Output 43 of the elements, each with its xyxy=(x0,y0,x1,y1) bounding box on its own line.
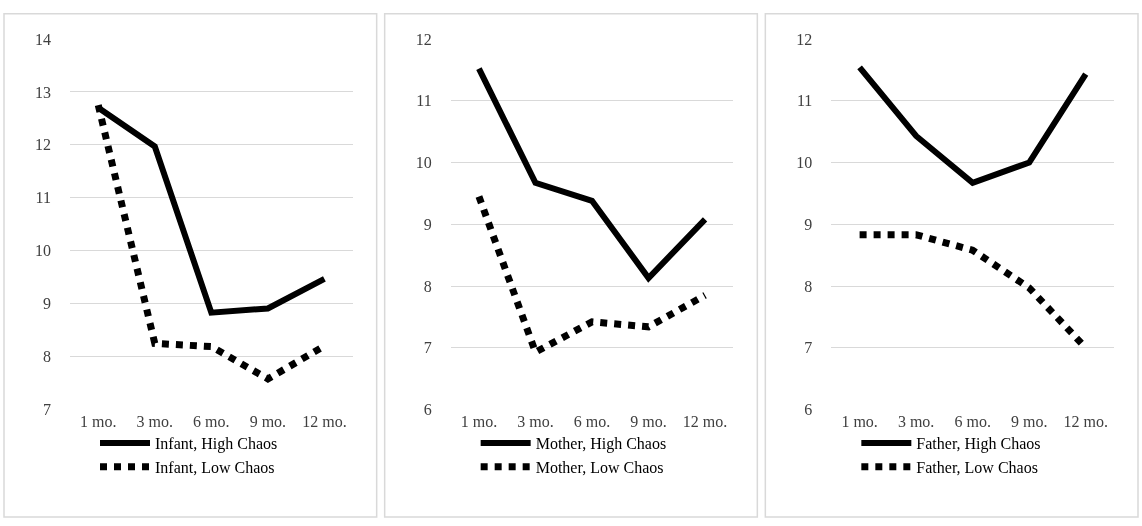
x-tick-label: 9 mo. xyxy=(1010,412,1048,430)
y-tick-label: 8 xyxy=(423,277,432,295)
x-tick-label: 12 mo. xyxy=(682,412,728,430)
x-tick-label: 6 mo. xyxy=(573,412,611,430)
y-tick-label: 7 xyxy=(804,339,813,357)
legend-label: Father, Low Chaos xyxy=(916,458,1038,476)
x-tick-label: 1 mo. xyxy=(460,412,498,430)
y-tick-label: 8 xyxy=(804,277,813,295)
y-tick-label: 12 xyxy=(415,30,432,48)
y-tick-label: 12 xyxy=(35,136,51,154)
y-tick-label: 9 xyxy=(423,215,432,233)
legend-label: Infant, High Chaos xyxy=(155,435,278,454)
x-tick-label: 6 mo. xyxy=(193,412,230,430)
x-tick-label: 12 mo. xyxy=(1063,412,1108,430)
x-tick-label: 3 mo. xyxy=(897,412,935,430)
x-tick-label: 9 mo. xyxy=(630,412,667,430)
y-tick-label: 11 xyxy=(35,189,51,207)
y-tick-label: 6 xyxy=(423,401,432,419)
x-tick-label: 1 mo. xyxy=(80,412,117,430)
legend-label: Mother, Low Chaos xyxy=(535,458,664,476)
legend-label: Mother, High Chaos xyxy=(535,435,667,454)
x-tick-label: 1 mo. xyxy=(841,412,878,430)
y-tick-label: 10 xyxy=(415,154,432,172)
y-tick-label: 13 xyxy=(35,83,51,101)
y-tick-label: 8 xyxy=(43,348,51,366)
y-tick-label: 9 xyxy=(804,215,813,233)
y-tick-label: 14 xyxy=(35,30,51,48)
legend-label: Infant, Low Chaos xyxy=(155,458,275,476)
y-tick-label: 12 xyxy=(796,30,813,48)
y-tick-label: 7 xyxy=(423,339,432,357)
legend-label: Father, High Chaos xyxy=(916,435,1041,454)
x-tick-label: 12 mo. xyxy=(302,412,347,430)
y-tick-label: 10 xyxy=(796,154,813,172)
y-tick-label: 7 xyxy=(43,401,51,419)
y-tick-label: 11 xyxy=(416,92,432,110)
y-tick-label: 11 xyxy=(796,92,813,110)
x-tick-label: 3 mo. xyxy=(517,412,554,430)
x-tick-label: 3 mo. xyxy=(136,412,174,430)
y-tick-label: 10 xyxy=(35,242,51,260)
x-tick-label: 6 mo. xyxy=(954,412,991,430)
x-tick-label: 9 mo. xyxy=(249,412,287,430)
y-tick-label: 9 xyxy=(43,295,51,313)
y-tick-label: 6 xyxy=(804,401,813,419)
